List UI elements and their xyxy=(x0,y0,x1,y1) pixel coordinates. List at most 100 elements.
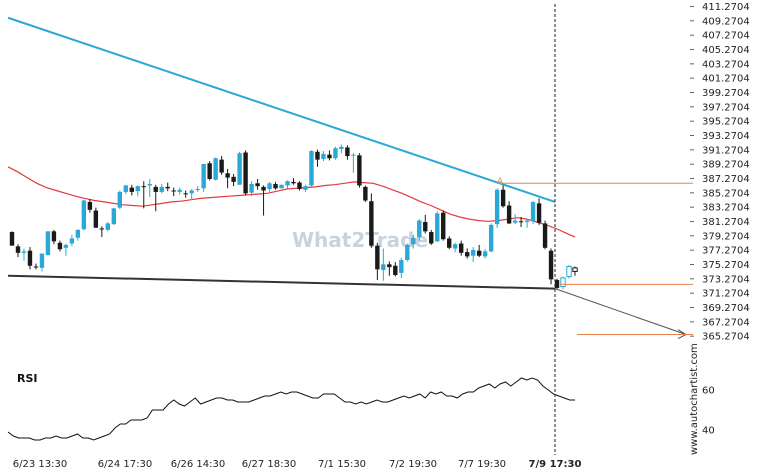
price-tick-label: 399.2704 xyxy=(702,88,750,99)
marker-label-a: A xyxy=(497,177,504,187)
candle xyxy=(482,249,488,259)
candle xyxy=(345,145,350,160)
candle xyxy=(363,185,368,202)
candle-body xyxy=(464,252,470,257)
candle xyxy=(159,184,164,194)
candle-body xyxy=(45,231,51,255)
candle-body xyxy=(87,201,93,210)
candle-body xyxy=(512,220,518,223)
candle-body xyxy=(51,231,57,242)
candle xyxy=(351,153,356,173)
candle xyxy=(45,231,51,256)
candle-body xyxy=(261,186,266,191)
candle xyxy=(375,242,380,281)
candle-body xyxy=(554,280,560,288)
time-tick-label: 6/26 14:30 xyxy=(171,459,225,470)
side-brand-text: www.autochartist.com xyxy=(689,343,700,455)
candle xyxy=(339,144,344,154)
candle-body xyxy=(536,203,542,223)
candle xyxy=(309,150,314,188)
candle-body xyxy=(93,210,99,228)
rsi-line xyxy=(7,377,575,441)
candle-body xyxy=(81,200,87,230)
candle xyxy=(51,229,57,245)
candle-body xyxy=(15,246,21,253)
price-tick-label: 411.2704 xyxy=(702,2,750,13)
candle-body xyxy=(405,244,410,260)
candle-body xyxy=(171,190,176,192)
candle xyxy=(357,153,362,188)
rsi-panel: RSI 60 40 xyxy=(7,372,715,441)
candle xyxy=(476,244,482,258)
time-tick-label: 6/23 13:30 xyxy=(13,459,67,470)
candle-body xyxy=(129,187,134,192)
candle xyxy=(417,219,422,241)
price-tick-label: 407.2704 xyxy=(702,31,750,42)
candle xyxy=(129,184,134,196)
candle xyxy=(261,185,266,216)
candle-body xyxy=(159,186,164,192)
candle xyxy=(459,240,464,256)
candle xyxy=(548,248,554,285)
candle-body xyxy=(381,264,386,271)
candle-body xyxy=(303,186,308,190)
moving-average-line xyxy=(7,166,576,238)
candle-body xyxy=(99,228,105,230)
candle xyxy=(123,184,128,195)
candle-body xyxy=(63,244,69,248)
candle xyxy=(267,181,272,192)
candle-body xyxy=(327,154,332,159)
candle xyxy=(135,185,140,197)
candle xyxy=(147,179,152,197)
candle-body xyxy=(447,238,452,248)
candles-layer xyxy=(9,144,578,290)
candle xyxy=(279,184,284,189)
candle-body xyxy=(207,163,212,180)
support-trendline xyxy=(7,274,556,290)
time-tick-label: 7/7 19:30 xyxy=(458,459,506,470)
candle-body xyxy=(321,153,326,159)
candle-body xyxy=(482,251,488,257)
candle xyxy=(542,220,548,250)
price-tick-label: 393.2704 xyxy=(702,131,750,142)
candle xyxy=(27,247,33,270)
trendlines-layer xyxy=(7,16,688,339)
price-tick-label: 379.2704 xyxy=(702,231,750,242)
candle-body xyxy=(476,250,482,256)
candle-body xyxy=(375,245,380,270)
candle xyxy=(303,184,308,192)
candle-body xyxy=(548,250,554,280)
candle-body xyxy=(518,221,524,223)
price-tick-label: 401.2704 xyxy=(702,74,750,85)
candle-body xyxy=(488,224,494,252)
candle xyxy=(69,234,75,247)
candle xyxy=(231,173,236,187)
candle-body xyxy=(506,205,512,224)
candle-body xyxy=(243,152,248,194)
candle-body xyxy=(69,238,75,244)
candle xyxy=(560,276,566,290)
price-tick-label: 409.2704 xyxy=(702,16,750,27)
candle-body xyxy=(225,173,230,178)
candle xyxy=(225,168,230,189)
candle-body xyxy=(524,220,530,223)
price-tick-label: 403.2704 xyxy=(702,59,750,70)
candle-body xyxy=(183,193,188,195)
price-tick-label: 381.2704 xyxy=(702,217,750,228)
candle xyxy=(183,190,188,198)
candle-body xyxy=(494,189,500,225)
candle xyxy=(195,186,200,192)
resistance-trendline xyxy=(7,16,556,203)
candle xyxy=(75,229,81,241)
candle-body xyxy=(315,151,320,160)
candle xyxy=(530,201,536,225)
price-tick-label: 371.2704 xyxy=(702,289,750,300)
candle xyxy=(512,214,518,225)
candle xyxy=(506,201,512,225)
candle-body xyxy=(189,190,194,194)
candle xyxy=(207,161,212,181)
candle xyxy=(105,222,111,232)
candle xyxy=(453,242,458,253)
candle xyxy=(237,151,242,185)
candle xyxy=(153,184,158,212)
